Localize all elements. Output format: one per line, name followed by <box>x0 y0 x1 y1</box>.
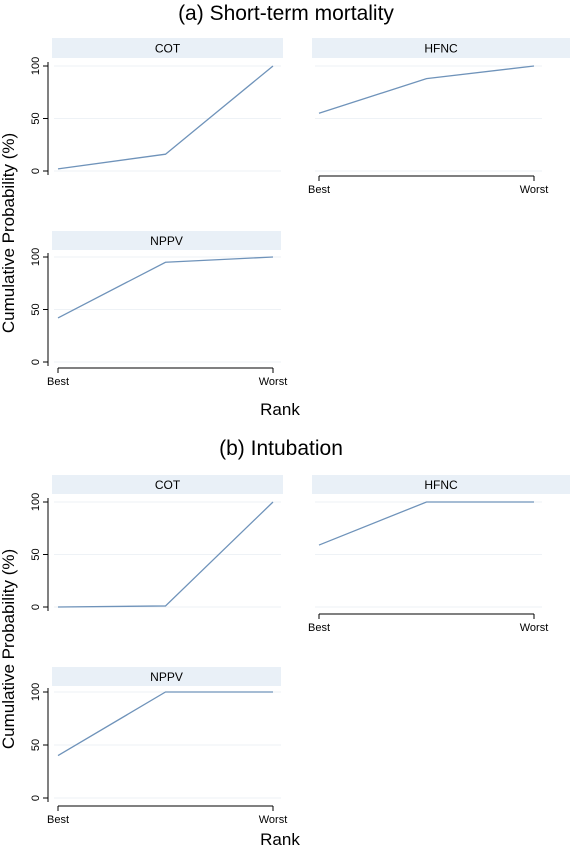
chart-a-title: (a) Short-term mortality <box>178 2 394 25</box>
chart-a-panel-hfnc-strip-label: HFNC <box>424 42 458 56</box>
chart-a-panel-hfnc: HFNC Best Worst <box>308 38 570 196</box>
chart-b-panel-nppv-series-line <box>57 691 273 757</box>
chart-b-panel-nppv-strip <box>52 667 281 686</box>
chart-a-panel-cot-strip-label: COT <box>155 42 181 56</box>
chart-a-panels: COT 0 50 100 HFNC Best Worst NPPV 0 50 100 Best Wors… <box>30 38 570 388</box>
chart-b-panel-cot-y-tick-label: 50 <box>30 548 42 560</box>
chart-b-panel-hfnc-series-line <box>318 501 534 546</box>
chart-a-panel-cot-y-tick-label: 100 <box>30 57 42 75</box>
chart-b-panel-nppv-y-tick-label: 50 <box>30 739 42 751</box>
chart-b-panel-nppv-y-tick-label: 0 <box>30 795 42 801</box>
chart-b-title: (b) Intubation <box>219 437 343 460</box>
chart-a-panel-nppv-series-line <box>57 256 274 319</box>
chart-b-panel-hfnc-x-tick-label: Worst <box>520 622 549 634</box>
chart-a-panel-nppv-x-tick-label: Best <box>47 376 69 388</box>
chart-a-panel-nppv-y-tick-label: 100 <box>30 248 42 266</box>
chart-a-panel-cot-strip <box>52 38 283 58</box>
chart-b-panel-hfnc-strip <box>312 475 570 494</box>
chart-b-panel-cot-strip-label: COT <box>155 478 181 492</box>
chart-a-panel-cot-y-tick-label: 0 <box>30 168 42 174</box>
chart-a-panel-nppv-y-tick-label: 50 <box>30 303 42 315</box>
chart-a-panel-nppv-x-tick-label: Worst <box>259 376 288 388</box>
chart-b-panel-hfnc-x-tick-label: Best <box>308 622 330 634</box>
chart-b-ylabel: Cumulative Probability (%) <box>0 549 18 749</box>
chart-b-panel-nppv-y-tick-label: 100 <box>30 683 42 701</box>
chart-b-panel-cot-series-line <box>57 501 274 608</box>
chart-a-panel-cot-y-tick-label: 50 <box>30 112 42 124</box>
chart-a-panel-hfnc-x-tick-label: Best <box>308 184 330 196</box>
chart-b-panel-nppv-x-tick-label: Best <box>47 814 69 826</box>
chart-a-xlabel: Rank <box>260 400 300 419</box>
chart-a-panel-hfnc-x-tick-label: Worst <box>520 184 549 196</box>
chart-a-panel-cot: COT 0 50 100 <box>30 38 283 175</box>
chart-b-panel-cot-y-tick-label: 0 <box>30 604 42 610</box>
chart-b-panel-nppv-strip-label: NPPV <box>150 670 183 684</box>
chart-b-panel-hfnc-strip-label: HFNC <box>424 478 458 492</box>
chart-a-panel-hfnc-series-line <box>318 65 535 114</box>
chart-a-panel-nppv-strip <box>52 231 281 250</box>
chart-b-panel-nppv: NPPV 0 50 100 Best Worst <box>30 667 287 826</box>
chart-b-panel-cot-y-tick-label: 100 <box>30 493 42 511</box>
chart-a-panel-hfnc-strip <box>312 38 570 58</box>
chart-b-panel-cot-strip <box>52 475 283 494</box>
chart-a-panel-nppv-y-tick-label: 0 <box>30 359 42 365</box>
chart-b-panel-cot: COT 0 50 100 <box>30 475 283 611</box>
chart-a-ylabel: Cumulative Probability (%) <box>0 133 18 333</box>
chart-b-panels: COT 0 50 100 HFNC Best Worst NPPV 0 50 100 Best Wors… <box>30 475 570 826</box>
chart-b-xlabel: Rank <box>260 830 300 849</box>
chart-a-panel-nppv-strip-label: NPPV <box>150 234 183 248</box>
chart-a-panel-cot-series-line <box>57 65 274 170</box>
chart-b-panel-hfnc: HFNC Best Worst <box>308 475 570 634</box>
chart-a-panel-nppv: NPPV 0 50 100 Best Worst <box>30 231 287 388</box>
chart-b-panel-nppv-x-tick-label: Worst <box>259 814 288 826</box>
